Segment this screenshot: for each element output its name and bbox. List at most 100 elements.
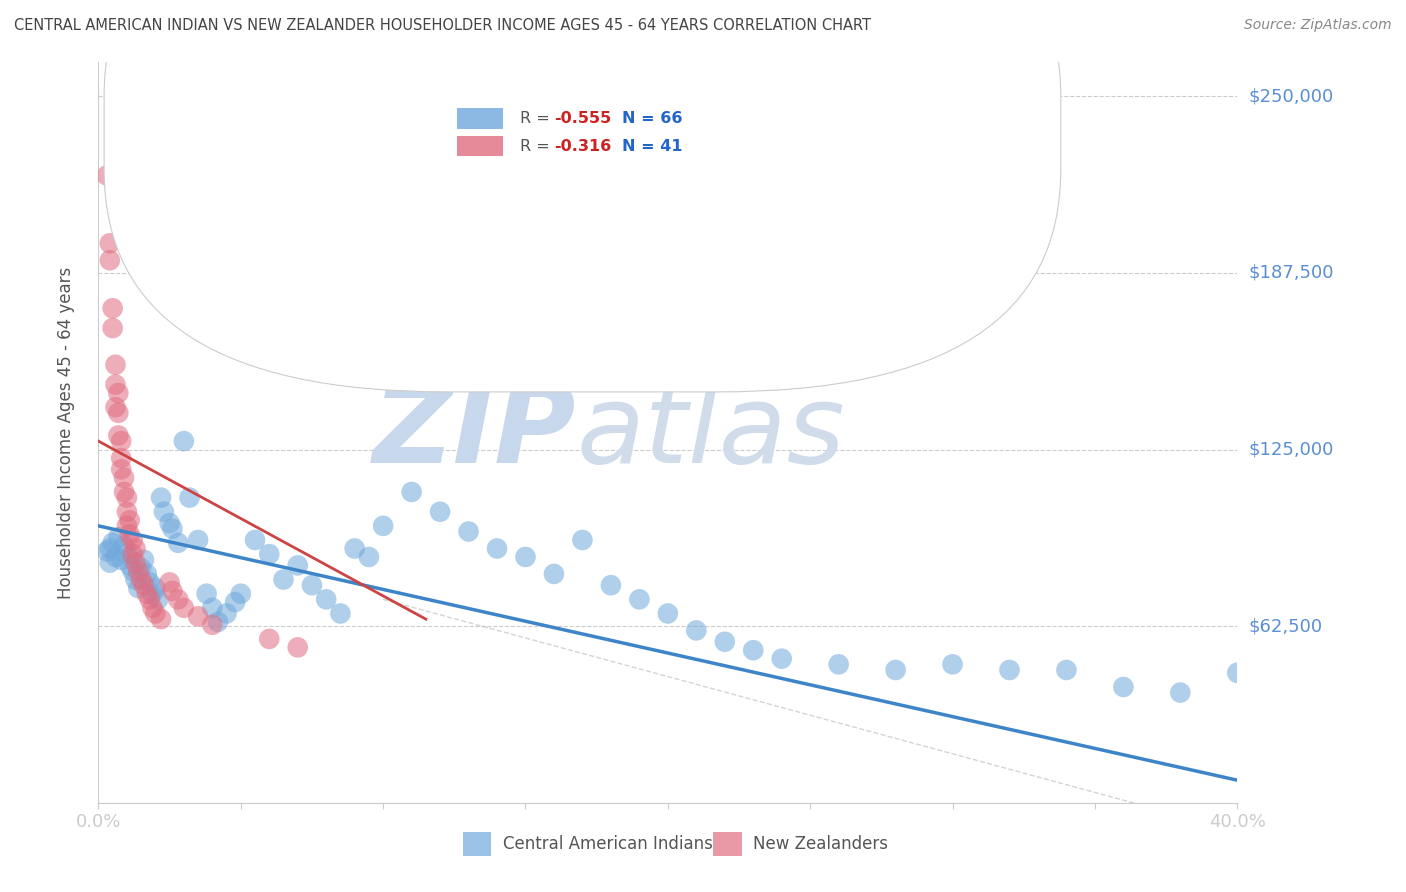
Point	[110, 451, 132, 466]
Point	[1170, 685, 1192, 699]
Point	[998, 663, 1021, 677]
Text: $187,500: $187,500	[1249, 264, 1334, 282]
Point	[101, 301, 124, 316]
Point	[162, 522, 184, 536]
Point	[373, 519, 395, 533]
Point	[486, 541, 509, 556]
Point	[457, 524, 479, 539]
Point	[401, 485, 423, 500]
Point	[107, 428, 129, 442]
Point	[657, 607, 679, 621]
Text: N = 66: N = 66	[623, 112, 683, 126]
Point	[124, 573, 146, 587]
Text: atlas: atlas	[576, 379, 845, 486]
Y-axis label: Householder Income Ages 45 - 64 years: Householder Income Ages 45 - 64 years	[56, 267, 75, 599]
Point	[96, 169, 118, 183]
Point	[132, 578, 155, 592]
Point	[101, 536, 124, 550]
Point	[600, 578, 623, 592]
Text: -0.555: -0.555	[554, 112, 612, 126]
Point	[287, 558, 309, 573]
Point	[179, 491, 201, 505]
Point	[1226, 665, 1249, 680]
Point	[112, 485, 135, 500]
Point	[173, 434, 195, 449]
Point	[98, 253, 121, 268]
Point	[357, 549, 380, 564]
Point	[150, 612, 173, 626]
Point	[96, 544, 118, 558]
Point	[429, 505, 451, 519]
Point	[118, 558, 141, 573]
Point	[543, 566, 565, 581]
Point	[141, 600, 163, 615]
Point	[145, 607, 167, 621]
Point	[571, 533, 593, 547]
Text: N = 41: N = 41	[623, 138, 683, 153]
Point	[515, 549, 537, 564]
Text: Source: ZipAtlas.com: Source: ZipAtlas.com	[1244, 18, 1392, 32]
Point	[107, 406, 129, 420]
Point	[1112, 680, 1135, 694]
Point	[135, 566, 157, 581]
Text: $250,000: $250,000	[1249, 87, 1334, 105]
Point	[167, 536, 190, 550]
Point	[301, 578, 323, 592]
Point	[129, 561, 152, 575]
Point	[259, 547, 281, 561]
Point	[742, 643, 765, 657]
Point	[115, 519, 138, 533]
Point	[273, 573, 295, 587]
Point	[150, 491, 173, 505]
Point	[343, 541, 366, 556]
Point	[159, 575, 181, 590]
Point	[104, 358, 127, 372]
Point	[141, 587, 163, 601]
Point	[243, 533, 266, 547]
Point	[118, 527, 141, 541]
Text: New Zealanders: New Zealanders	[754, 835, 889, 854]
Point	[129, 573, 152, 587]
Point	[124, 556, 146, 570]
Point	[329, 607, 352, 621]
Point	[207, 615, 229, 629]
Point	[187, 533, 209, 547]
Point	[112, 539, 135, 553]
Point	[1056, 663, 1078, 677]
Point	[110, 462, 132, 476]
Point	[173, 600, 195, 615]
Point	[195, 587, 218, 601]
Point	[121, 533, 143, 547]
Point	[628, 592, 651, 607]
Point	[127, 581, 149, 595]
Point	[118, 513, 141, 527]
Point	[215, 607, 238, 621]
Text: $125,000: $125,000	[1249, 441, 1334, 458]
Point	[259, 632, 281, 646]
Point	[121, 547, 143, 561]
FancyBboxPatch shape	[104, 0, 1060, 392]
Point	[127, 564, 149, 578]
Point	[98, 556, 121, 570]
Point	[942, 657, 965, 672]
Point	[110, 434, 132, 449]
Bar	[457, 136, 503, 156]
Point	[115, 547, 138, 561]
Text: R =: R =	[520, 138, 555, 153]
Point	[685, 624, 707, 638]
Bar	[713, 832, 742, 856]
Point	[153, 505, 176, 519]
Point	[115, 505, 138, 519]
Bar	[457, 108, 503, 129]
Point	[714, 634, 737, 648]
Point	[828, 657, 851, 672]
Point	[101, 321, 124, 335]
Point	[162, 583, 184, 598]
Point	[121, 564, 143, 578]
Point	[98, 236, 121, 251]
Point	[287, 640, 309, 655]
Text: CENTRAL AMERICAN INDIAN VS NEW ZEALANDER HOUSEHOLDER INCOME AGES 45 - 64 YEARS C: CENTRAL AMERICAN INDIAN VS NEW ZEALANDER…	[14, 18, 872, 33]
Point	[138, 592, 160, 607]
Point	[115, 491, 138, 505]
Point	[107, 386, 129, 401]
